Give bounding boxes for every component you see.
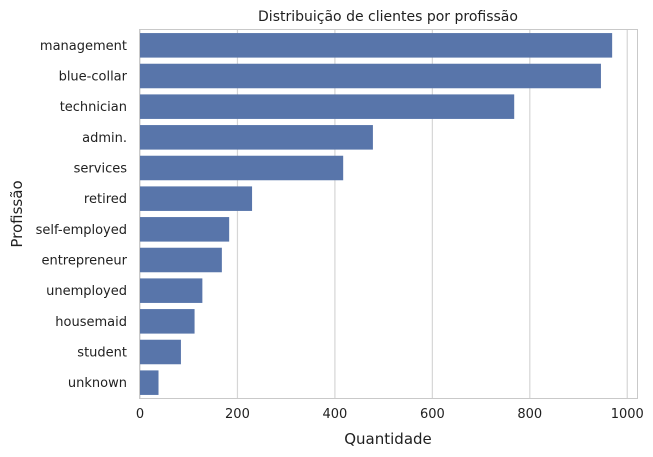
x-tick-label: 600	[420, 407, 445, 422]
bar	[140, 217, 230, 242]
bar	[140, 278, 203, 303]
y-tick-label: services	[74, 162, 128, 177]
bar	[140, 186, 253, 211]
y-tick-label: blue-collar	[59, 70, 128, 85]
y-tick-labels: management blue-collar technician admin. ser…	[36, 39, 128, 391]
y-axis-label: Profissão	[8, 180, 26, 247]
y-tick-label: management	[40, 39, 127, 54]
y-tick-label: self-employed	[36, 223, 127, 238]
y-tick-label: unemployed	[46, 284, 127, 299]
x-axis-label: Quantidade	[344, 430, 432, 448]
y-tick-label: technician	[60, 100, 127, 115]
bar	[140, 94, 515, 119]
bar	[140, 33, 613, 58]
plot-frame	[139, 29, 638, 399]
bar	[140, 309, 195, 334]
y-tick-label: entrepreneur	[41, 254, 127, 269]
y-tick-label: retired	[84, 192, 127, 207]
bar	[140, 125, 373, 150]
bar	[140, 63, 601, 89]
y-tick-label: housemaid	[55, 315, 127, 330]
x-tick-label: 0	[136, 407, 144, 422]
y-tick-label: unknown	[68, 376, 127, 391]
bar	[140, 339, 181, 365]
bar	[140, 155, 344, 181]
chart-title: Distribuição de clientes por profissão	[258, 9, 518, 25]
bars	[140, 33, 613, 395]
x-tick-labels: 0 200 400 600 800 1000	[136, 407, 644, 422]
x-tick-label: 1000	[611, 407, 644, 422]
y-tick-label: admin.	[82, 131, 127, 146]
x-tick-label: 200	[225, 407, 250, 422]
x-tick-label: 400	[322, 407, 347, 422]
bar	[140, 247, 222, 273]
x-tick-label: 800	[517, 407, 542, 422]
y-tick-label: student	[77, 346, 127, 361]
bar	[140, 370, 159, 395]
